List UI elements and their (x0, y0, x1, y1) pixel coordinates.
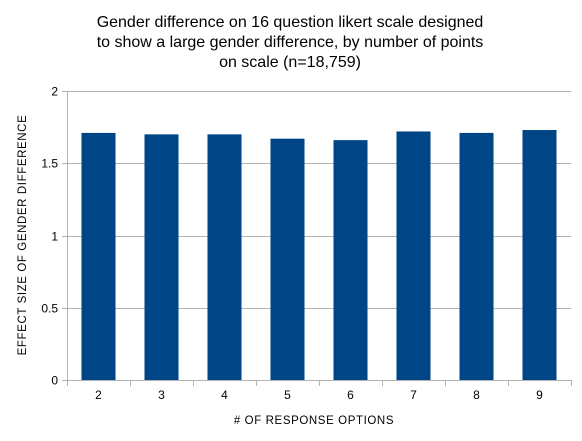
axes (62, 91, 572, 386)
x-tick-label: 3 (158, 388, 165, 402)
bar (207, 134, 242, 380)
y-tick-label: 2 (51, 85, 58, 99)
chart-title: Gender difference on 16 question likert … (97, 14, 484, 71)
bar (270, 138, 305, 380)
x-tick-label: 6 (347, 388, 354, 402)
y-tick-label: 1.5 (41, 157, 58, 171)
bar (396, 131, 431, 380)
chart-title-line-3: on scale (n=18,759) (219, 54, 361, 71)
gridlines (67, 91, 571, 381)
x-tick-labels: 2 3 4 5 6 7 8 9 (95, 388, 543, 402)
x-tick-label: 8 (473, 388, 480, 402)
bar (459, 132, 494, 380)
bar (333, 140, 368, 380)
x-tick-label: 5 (284, 388, 291, 402)
y-tick-labels: 0 0.5 1 1.5 2 (41, 85, 58, 388)
x-tick-label: 9 (536, 388, 543, 402)
bars (81, 130, 557, 380)
x-tick-label: 7 (410, 388, 417, 402)
y-tick-label: 0 (51, 374, 58, 388)
bar (81, 132, 116, 380)
y-tick-label: 1 (51, 230, 58, 244)
chart-title-line-2: to show a large gender difference, by nu… (97, 34, 484, 51)
chart-title-line-1: Gender difference on 16 question likert … (97, 14, 484, 31)
x-axis-title: # OF RESPONSE OPTIONS (234, 415, 394, 427)
bar (144, 134, 179, 380)
x-tick-label: 2 (95, 388, 102, 402)
y-tick-label: 0.5 (41, 302, 58, 316)
bar (522, 130, 557, 380)
y-axis-title: EFFECT SIZE OF GENDER DIFFERENCE (17, 115, 29, 356)
x-tick-label: 4 (221, 388, 228, 402)
